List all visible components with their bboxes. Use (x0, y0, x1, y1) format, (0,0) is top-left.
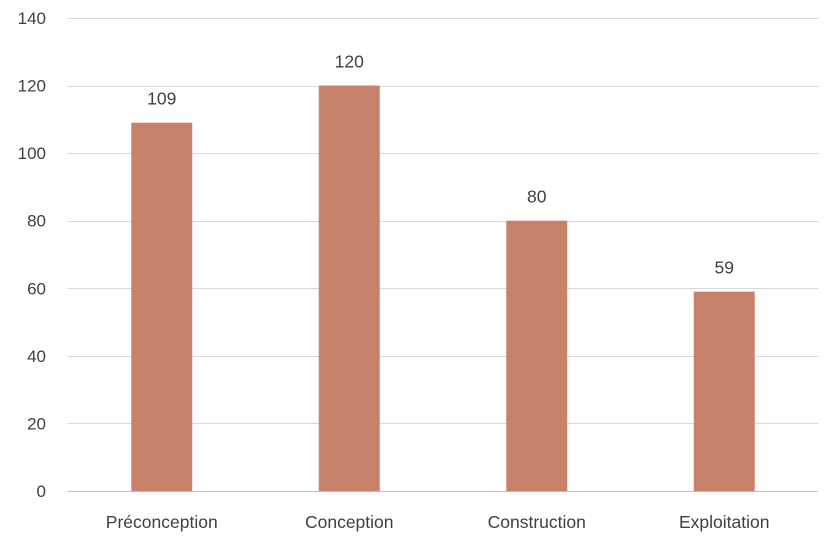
x-axis-categories: Préconception Conception Construction Explo… (106, 512, 770, 532)
x-category-label: Construction (488, 512, 586, 532)
y-tick-label: 40 (27, 347, 46, 366)
data-label: 109 (147, 89, 176, 109)
bar (318, 85, 380, 492)
y-tick-label: 100 (18, 144, 46, 163)
bar (506, 220, 568, 491)
bar (693, 291, 755, 491)
x-category-label: Préconception (106, 512, 218, 532)
y-tick-label: 20 (27, 414, 46, 433)
data-label: 80 (527, 187, 547, 207)
y-tick-label: 60 (27, 279, 46, 298)
data-labels: 109 120 80 59 (147, 52, 734, 278)
x-category-label: Exploitation (679, 512, 769, 532)
bar (131, 122, 193, 491)
gridlines (68, 18, 818, 492)
y-tick-label: 80 (27, 212, 46, 231)
y-tick-label: 140 (18, 9, 46, 28)
x-category-label: Conception (305, 512, 394, 532)
y-tick-label: 0 (37, 482, 46, 501)
y-tick-label: 120 (18, 77, 46, 96)
y-axis-ticks: 0 20 40 60 80 100 120 140 (18, 9, 46, 501)
data-label: 120 (335, 52, 364, 72)
data-label: 59 (715, 258, 734, 278)
bars (131, 85, 755, 492)
